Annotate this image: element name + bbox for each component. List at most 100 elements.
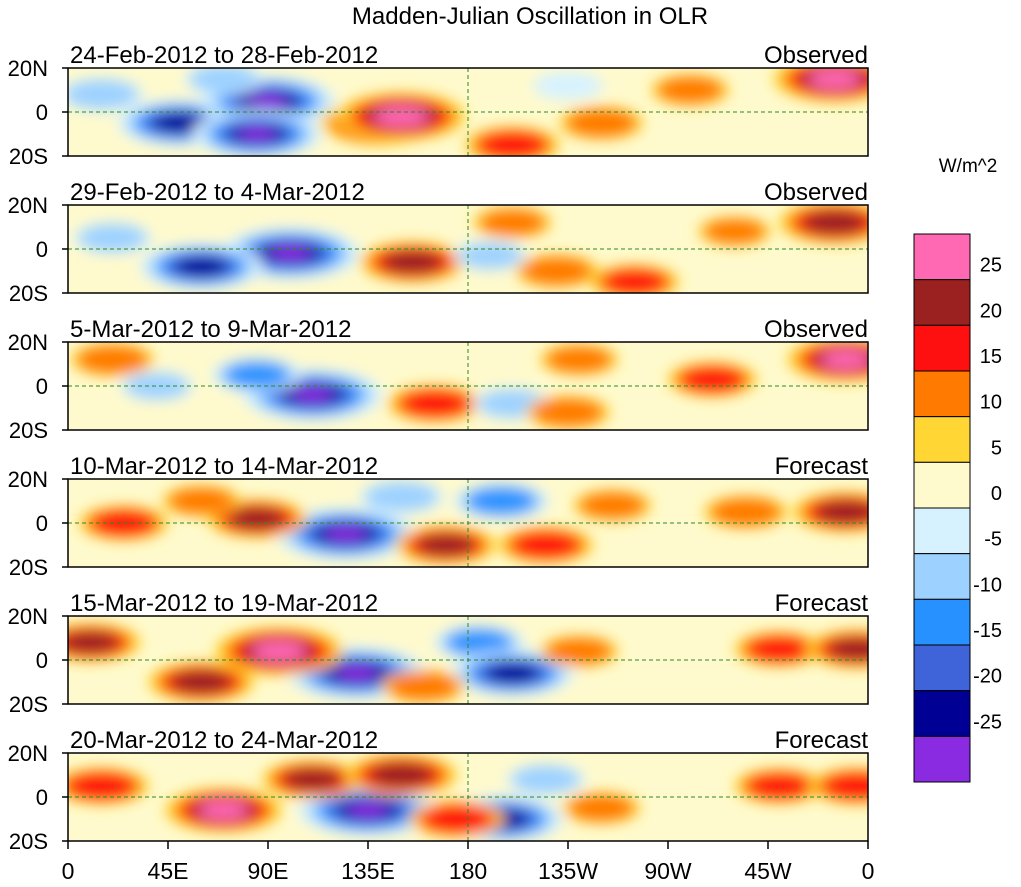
anomaly-blob (382, 109, 420, 124)
y-tick-label: 0 (36, 648, 48, 673)
anomaly-blob (533, 71, 603, 100)
anomaly-blob (747, 636, 812, 662)
colorbar-swatch (913, 233, 971, 281)
anomaly-blob (545, 346, 613, 374)
y-tick-label: 20S (9, 692, 48, 717)
y-tick-label: 20N (8, 330, 48, 355)
anomaly-blob (511, 531, 580, 559)
panel-period-label: 24-Feb-2012 to 28-Feb-2012 (70, 42, 378, 69)
panel-status-label: Forecast (775, 727, 869, 754)
anomaly-blob (709, 497, 782, 527)
anomaly-field (68, 622, 868, 704)
colorbar-label: -20 (973, 666, 1002, 688)
anomaly-blob (228, 507, 286, 530)
y-tick-label: 0 (36, 374, 48, 399)
x-axis: 0 45E 90E 135E 180 135W 90W 45W 0 (62, 841, 875, 884)
colorbar-label: -10 (973, 574, 1002, 596)
anomaly-blob (270, 245, 311, 261)
y-tick-label: 20S (9, 829, 48, 854)
panel-period-label: 29-Feb-2012 to 4-Mar-2012 (70, 179, 365, 206)
panel-status-label: Observed (764, 42, 868, 69)
x-tick-label: 135W (538, 858, 598, 884)
anomaly-blob (422, 805, 491, 833)
anomaly-blob (238, 127, 276, 141)
anomaly-blob (808, 69, 862, 89)
anomaly-blob (365, 482, 438, 511)
anomaly-blob (400, 390, 469, 417)
anomaly-blob (260, 644, 298, 659)
colorbar-swatch (913, 461, 971, 509)
anomaly-blob (578, 491, 647, 519)
panel-period-label: 15-Mar-2012 to 19-Mar-2012 (70, 590, 378, 617)
y-tick-label: 20N (8, 56, 48, 81)
x-tick-label: 90W (644, 858, 692, 884)
y-tick-label: 0 (36, 237, 48, 262)
panels-group: 20N 0 20S 24-Feb-2012 to 28-Feb-2012 Observe… (8, 42, 869, 854)
anomaly-blob (336, 665, 377, 681)
anomaly-blob (478, 209, 547, 237)
y-tick-label: 20N (8, 193, 48, 218)
y-tick-label: 20S (9, 144, 48, 169)
colorbar-swatch (913, 553, 971, 600)
y-tick-label: 20S (9, 555, 48, 580)
colorbar-swatch (913, 507, 971, 555)
chart-title: Madden-Julian Oscillation in OLR (352, 3, 708, 30)
x-tick-label: 45W (744, 858, 792, 884)
colorbar-swatch (913, 644, 971, 692)
anomaly-blob (283, 768, 342, 791)
anomaly-blob (68, 772, 136, 800)
anomaly-field (70, 342, 868, 430)
panel-5: 20N 0 20S 15-Mar-2012 to 19-Mar-2012 Forecas… (8, 590, 869, 717)
colorbar-swatch (913, 279, 971, 326)
anomaly-blob (152, 113, 206, 133)
panel-2: 20N 0 20S 29-Feb-2012 to 4-Mar-2012 Observed (8, 179, 869, 306)
colorbar: 25 20 15 10 5 0 -5 -10 -15 -20 -25 (913, 233, 1002, 783)
y-tick-label: 0 (36, 100, 48, 125)
panel-status-label: Forecast (775, 453, 869, 480)
x-tick-label: 135E (341, 858, 395, 884)
colorbar-label: -25 (973, 711, 1002, 733)
anomaly-blob (820, 350, 868, 370)
anomaly-blob (387, 672, 460, 701)
anomaly-blob (815, 500, 868, 524)
colorbar-label: 0 (991, 483, 1002, 505)
anomaly-blob (680, 366, 745, 392)
x-tick-label: 0 (862, 858, 875, 884)
anomaly-blob (747, 773, 812, 799)
anomaly-blob (520, 256, 593, 286)
y-tick-label: 0 (36, 511, 48, 536)
colorbar-label: 5 (991, 437, 1002, 459)
panel-3: 20N 0 20S 5-Mar-2012 to 9-Mar-2012 Observed (8, 316, 869, 443)
anomaly-blob (565, 108, 638, 138)
anomaly-blob (802, 210, 867, 235)
panel-4: 20N 0 20S 10-Mar-2012 to 14-Mar-2012 Forecas… (8, 453, 869, 580)
anomaly-blob (167, 487, 235, 515)
colorbar-units-label: W/m^2 (939, 156, 998, 177)
y-tick-label: 20S (9, 281, 48, 306)
anomaly-blob (382, 250, 443, 274)
y-tick-label: 20N (8, 467, 48, 492)
anomaly-blob (78, 224, 147, 252)
colorbar-swatch (913, 324, 971, 372)
anomaly-blob (532, 398, 604, 427)
x-tick-label: 90E (248, 858, 289, 884)
y-tick-label: 20N (8, 741, 48, 766)
y-tick-label: 0 (36, 785, 48, 810)
panel-status-label: Observed (764, 179, 868, 206)
panel-period-label: 20-Mar-2012 to 24-Mar-2012 (70, 727, 378, 754)
anomaly-blob (174, 256, 228, 277)
colorbar-swatch (913, 690, 971, 737)
anomaly-blob (467, 487, 536, 515)
anomaly-blob (512, 765, 580, 793)
anomaly-blob (68, 80, 138, 109)
anomaly-blob (567, 794, 635, 822)
anomaly-blob (703, 218, 766, 245)
anomaly-blob (447, 629, 512, 655)
colorbar-swatch (913, 370, 971, 418)
anomaly-field (78, 479, 868, 565)
anomaly-blob (125, 373, 189, 399)
panel-period-label: 10-Mar-2012 to 14-Mar-2012 (70, 453, 378, 480)
colorbar-label: 15 (980, 346, 1002, 368)
colorbar-label: 20 (980, 300, 1002, 322)
